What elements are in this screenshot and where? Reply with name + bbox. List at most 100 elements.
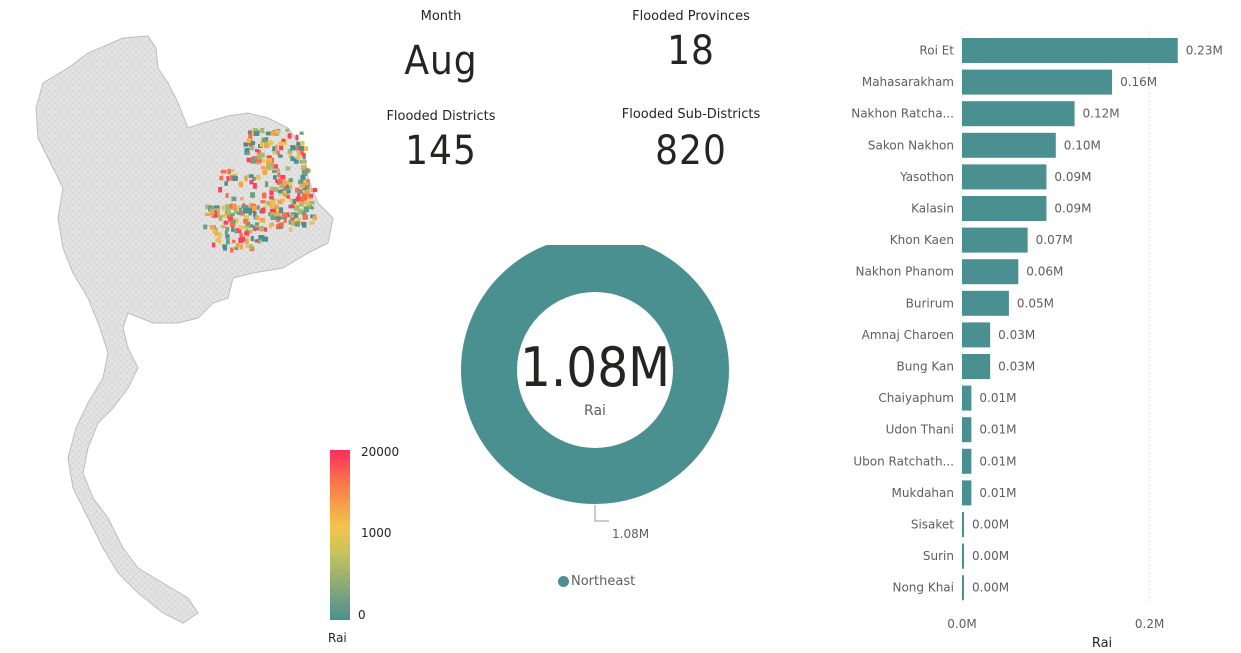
bar[interactable]	[962, 417, 972, 443]
category-label: Roi Et	[919, 44, 954, 58]
flood-cell	[226, 214, 233, 219]
category-label: Bung Kan	[897, 360, 955, 374]
flood-cell	[222, 244, 228, 251]
flood-cell	[306, 183, 310, 190]
flood-cell	[247, 130, 252, 135]
flood-cell	[248, 133, 253, 140]
flood-cell	[297, 193, 301, 198]
bar[interactable]	[962, 575, 964, 601]
flood-cell	[213, 205, 220, 209]
flooded-provinces-value: 18	[667, 28, 715, 74]
flood-cell	[226, 176, 230, 182]
category-label: Sisaket	[911, 518, 954, 532]
bar[interactable]	[962, 512, 964, 537]
flood-cell	[312, 215, 317, 221]
category-label: Kalasin	[911, 202, 954, 216]
flood-cell	[238, 181, 243, 188]
flood-cell	[214, 227, 218, 233]
flood-cell	[290, 215, 295, 222]
bar[interactable]	[962, 385, 972, 411]
bar[interactable]	[962, 543, 964, 569]
flood-cell	[307, 203, 313, 207]
flood-cell	[217, 232, 222, 239]
flood-cell	[305, 179, 310, 184]
category-label: Nakhon Phanom	[856, 265, 954, 279]
bar[interactable]	[962, 38, 1178, 63]
data-label: 0.07M	[1036, 233, 1073, 247]
flood-cell	[288, 204, 295, 209]
flood-cell	[278, 141, 284, 146]
bar[interactable]	[962, 132, 1056, 158]
flood-cell	[298, 179, 304, 184]
legend-item-northeast[interactable]: Northeast	[571, 574, 636, 589]
thailand-flood-map[interactable]	[28, 28, 348, 628]
flood-cell	[246, 207, 253, 214]
flood-cell	[310, 206, 314, 210]
category-label: Ubon Ratchath...	[853, 454, 954, 468]
flood-cell	[291, 201, 297, 207]
flood-cell	[234, 229, 238, 234]
flood-cell	[260, 128, 265, 134]
flood-cell	[273, 204, 280, 210]
flood-cell	[302, 154, 306, 160]
bar[interactable]	[962, 164, 1047, 190]
flood-cell	[309, 200, 315, 205]
bar[interactable]	[962, 480, 972, 506]
flood-cell	[307, 168, 311, 173]
flood-cell	[246, 138, 251, 143]
flood-cell	[255, 205, 260, 210]
flood-cell	[300, 140, 305, 146]
flood-cell	[239, 232, 243, 237]
flood-cell	[266, 200, 273, 206]
flood-cell	[244, 175, 248, 179]
flood-cell	[293, 205, 300, 211]
flood-cell	[270, 200, 276, 206]
bar[interactable]	[962, 227, 1028, 253]
flood-cell	[249, 244, 253, 250]
flood-cell	[238, 207, 243, 214]
region-donut-chart[interactable]	[455, 245, 735, 545]
flood-cell	[296, 154, 301, 161]
flood-cell	[295, 187, 300, 193]
flood-cell	[297, 208, 303, 215]
bar[interactable]	[962, 101, 1075, 127]
flood-cell	[270, 222, 274, 227]
flood-cell	[259, 237, 264, 242]
province-bar-chart[interactable]: 0.0M 0.2M Rai Roi Et 0.23M Mahasarakham 0.16M N…	[840, 28, 1240, 653]
flood-cell	[231, 196, 237, 202]
bar[interactable]	[962, 196, 1047, 221]
flood-cell	[269, 208, 276, 213]
donut-slice-northeast[interactable]	[461, 245, 729, 504]
bar[interactable]	[962, 69, 1113, 95]
flood-cell	[264, 181, 269, 188]
flood-cell	[299, 131, 304, 135]
flood-cell	[253, 215, 257, 220]
bar[interactable]	[962, 322, 991, 348]
flood-cell	[282, 190, 287, 194]
bar[interactable]	[962, 354, 991, 379]
flood-cell	[264, 137, 269, 143]
flood-cell	[275, 130, 280, 134]
data-label: 0.01M	[979, 391, 1016, 405]
flood-cell	[269, 196, 274, 200]
flood-cell	[300, 159, 307, 164]
bar[interactable]	[962, 259, 1019, 285]
flood-cell	[261, 137, 267, 143]
flood-cell	[302, 210, 307, 216]
flood-cell	[244, 177, 248, 182]
month-label: Month	[420, 9, 462, 24]
flood-cell	[276, 213, 281, 219]
flood-cell	[224, 230, 229, 235]
flood-cell	[251, 156, 256, 163]
bar[interactable]	[962, 290, 1009, 316]
flood-cell	[257, 239, 261, 244]
flood-cell	[278, 207, 284, 214]
flood-cell	[270, 162, 274, 168]
data-label: 0.05M	[1017, 296, 1054, 310]
flood-cell	[260, 159, 266, 163]
bar[interactable]	[962, 448, 972, 474]
flood-cell	[255, 174, 261, 180]
flood-cell	[229, 220, 236, 227]
flood-cell	[237, 211, 241, 215]
flood-cell	[268, 222, 272, 229]
